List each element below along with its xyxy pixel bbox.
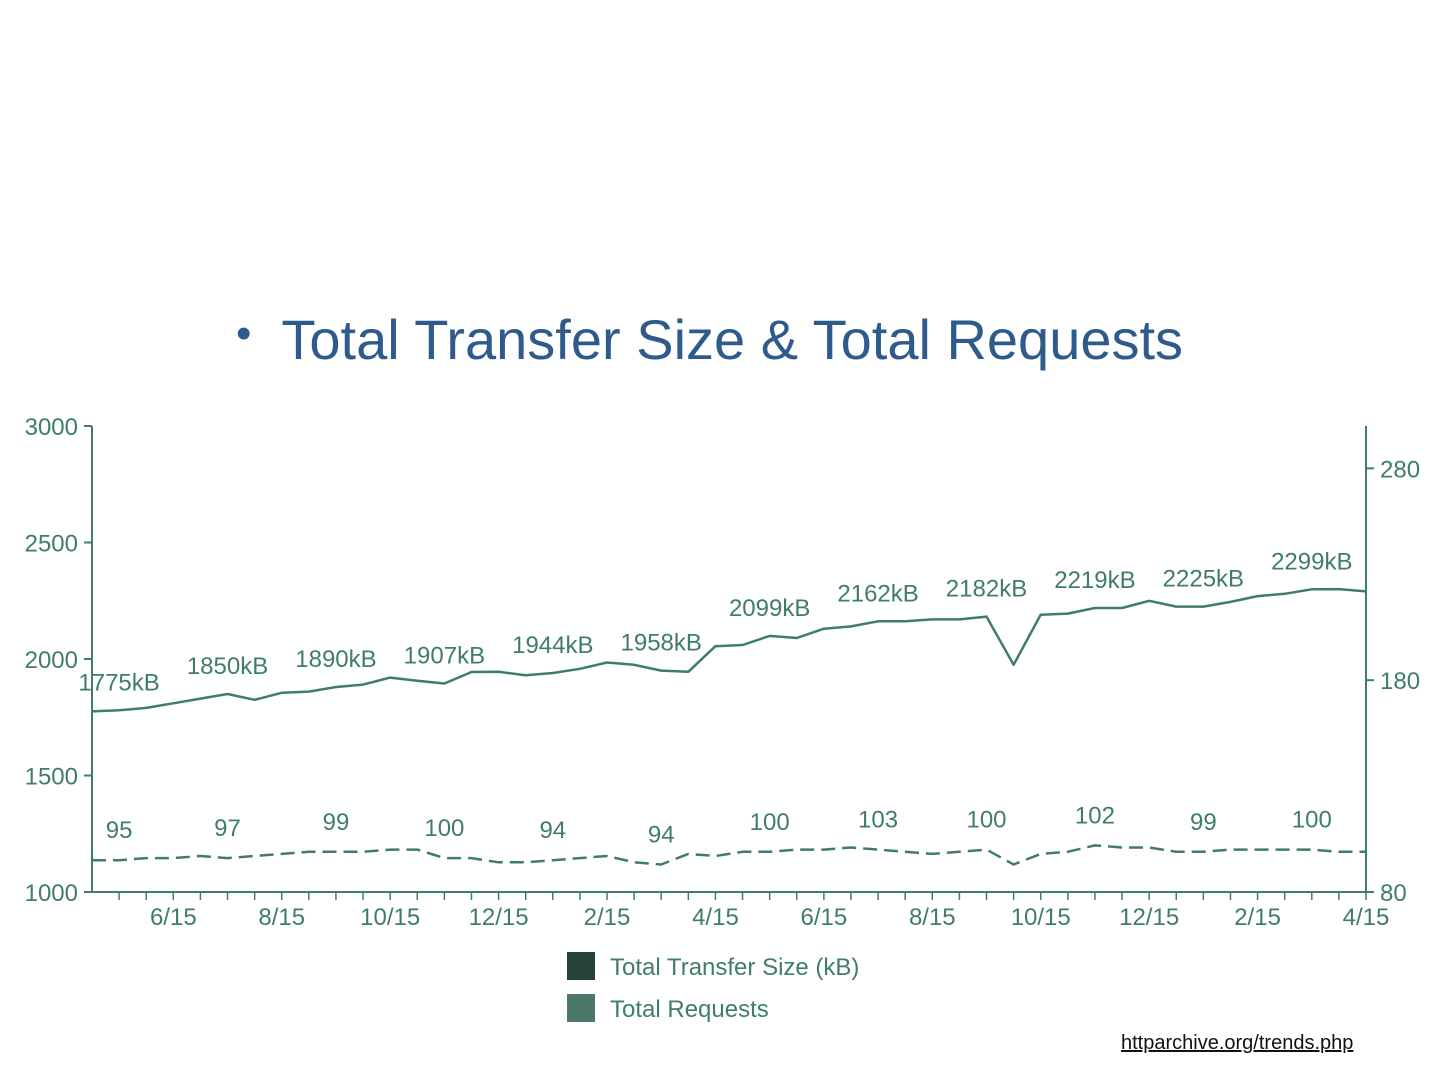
- requests-data-label: 97: [214, 815, 241, 842]
- bullet-dot-icon: •: [236, 309, 252, 358]
- x-tick-label: 10/15: [360, 904, 420, 931]
- transfer-size-data-label: 2162kB: [837, 580, 918, 607]
- requests-data-label: 100: [966, 807, 1006, 834]
- right-tick-label: 180: [1380, 668, 1420, 695]
- transfer-requests-chart: 3000 2500 2000 1500 1000 280 180 80 6/15 8/15 10/1…: [25, 414, 1420, 1023]
- requests-data-label: 99: [323, 809, 350, 836]
- requests-data-label: 99: [1190, 809, 1217, 836]
- legend-swatch: [567, 994, 595, 1022]
- x-tick-label: 2/15: [584, 904, 631, 931]
- x-tick-label: 12/15: [469, 904, 529, 931]
- source-link[interactable]: httparchive.org/trends.php: [1121, 1032, 1354, 1054]
- left-tick-label: 2000: [25, 647, 78, 674]
- transfer-size-data-label: 2299kB: [1271, 548, 1352, 575]
- bullet-item: • Total Transfer Size & Total Requests: [236, 312, 1183, 368]
- x-tick-label: 4/15: [1343, 904, 1390, 931]
- left-tick-label: 1500: [25, 764, 78, 791]
- left-tick-label: 1000: [25, 880, 78, 907]
- x-tick-label: 10/15: [1011, 904, 1071, 931]
- legend-label: Total Requests: [610, 996, 769, 1023]
- legend-swatch: [567, 952, 595, 980]
- transfer-size-data-label: 1850kB: [187, 653, 268, 680]
- requests-line: [92, 844, 1366, 866]
- requests-data-label: 103: [858, 807, 898, 834]
- x-tick-label: 4/15: [692, 904, 739, 931]
- requests-data-label: 100: [750, 809, 790, 836]
- transfer-size-data-label: 1907kB: [404, 642, 485, 669]
- x-tick-label: 12/15: [1119, 904, 1179, 931]
- transfer-size-data-label: 1944kB: [512, 632, 593, 659]
- slide-bullet-text: Total Transfer Size & Total Requests: [281, 308, 1184, 371]
- requests-data-label: 102: [1075, 802, 1115, 829]
- transfer-size-data-label: 2219kB: [1054, 567, 1135, 594]
- x-tick-label: 2/15: [1234, 904, 1281, 931]
- left-tick-label: 3000: [25, 414, 78, 441]
- transfer-size-data-label: 1958kB: [621, 630, 702, 657]
- requests-data-label: 94: [539, 817, 566, 844]
- transfer-size-line: [91, 587, 1367, 713]
- transfer-size-data-label: 2182kB: [946, 576, 1027, 603]
- transfer-size-data-label: 1890kB: [295, 646, 376, 673]
- left-tick-label: 2500: [25, 531, 78, 558]
- requests-data-label: 100: [424, 815, 464, 842]
- right-tick-label: 80: [1380, 880, 1407, 907]
- legend-label: Total Transfer Size (kB): [610, 954, 859, 981]
- x-tick-label: 6/15: [150, 904, 197, 931]
- right-tick-label: 280: [1380, 456, 1420, 483]
- transfer-size-data-label: 2099kB: [729, 595, 810, 622]
- requests-data-label: 94: [648, 821, 675, 848]
- x-tick-label: 8/15: [909, 904, 956, 931]
- x-tick-label: 8/15: [258, 904, 305, 931]
- x-tick-label: 6/15: [801, 904, 848, 931]
- transfer-size-data-label: 2225kB: [1163, 566, 1244, 593]
- requests-data-label: 95: [106, 817, 133, 844]
- transfer-size-data-label: 1775kB: [78, 669, 159, 696]
- requests-data-label: 100: [1292, 807, 1332, 834]
